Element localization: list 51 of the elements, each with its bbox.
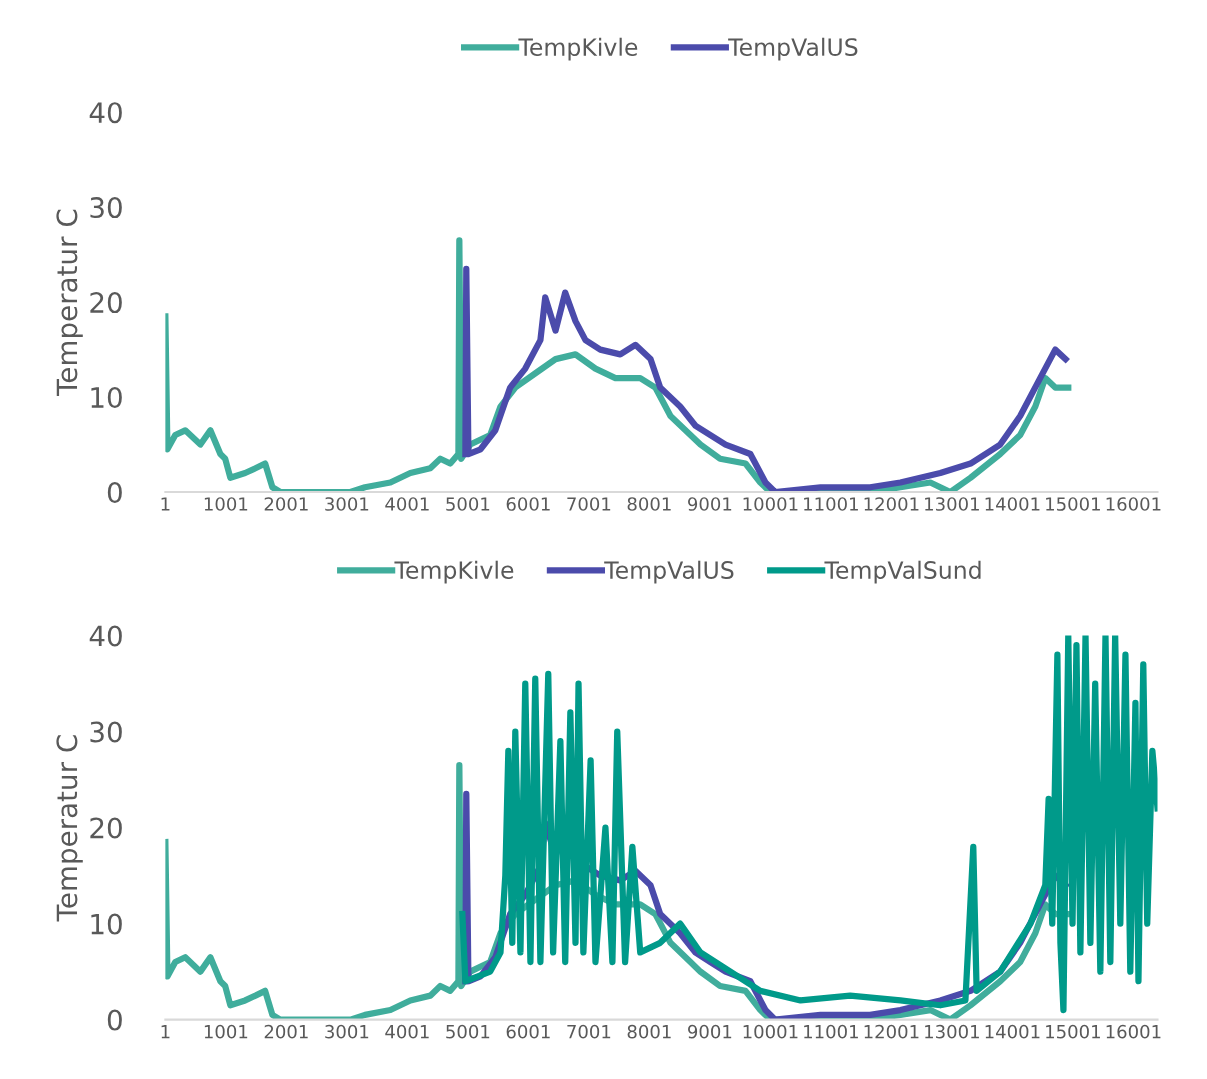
- y-tick-label: 20: [90, 817, 122, 839]
- x-tick-label: 15001: [1046, 1024, 1100, 1039]
- legend-label: TempKivle: [394, 560, 514, 584]
- x-tick-label: 3001: [325, 1024, 369, 1039]
- x-tick-label: 11001: [804, 497, 858, 511]
- x-tick-label: 3001: [325, 497, 369, 511]
- y-tick-label: 20: [90, 292, 122, 314]
- x-tick-label: 8001: [627, 1024, 671, 1039]
- x-tick-label: 16001: [1106, 497, 1161, 511]
- x-tick-label: 1001: [204, 497, 248, 511]
- x-tick-label: 9001: [688, 1024, 732, 1039]
- y-tick-label: 30: [90, 197, 122, 219]
- x-tick-label: 9001: [688, 497, 732, 511]
- x-tick-label: 14001: [985, 497, 1040, 511]
- x-tick-label: 12001: [864, 497, 919, 511]
- y-tick-label: 30: [90, 721, 122, 743]
- x-tick-label: 4001: [385, 1024, 429, 1039]
- x-tick-label: 10001: [743, 497, 798, 511]
- x-tick-label: 1: [161, 1025, 170, 1039]
- x-tick-label: 13001: [925, 1024, 979, 1039]
- y-tick-label: 0: [107, 1009, 122, 1031]
- legend-label: TempValUS: [604, 560, 734, 584]
- x-tick-label: 2001: [264, 497, 308, 511]
- x-tick-label: 10001: [743, 1024, 798, 1039]
- x-tick-label: 11001: [804, 1024, 858, 1039]
- x-tick-label: 14001: [985, 1024, 1040, 1039]
- x-tick-label: 5001: [446, 1024, 490, 1039]
- y-tick-label: 10: [91, 913, 122, 935]
- x-tick-label: 4001: [385, 497, 429, 511]
- x-tick-label: 8001: [627, 497, 671, 511]
- legend-label: TempValUS: [728, 37, 858, 61]
- x-tick-label: 7001: [567, 497, 611, 511]
- y-tick-label: 0: [107, 481, 122, 503]
- x-tick-label: 12001: [864, 1024, 919, 1039]
- x-tick-label: 16001: [1106, 1024, 1161, 1039]
- x-tick-label: 6001: [506, 497, 550, 511]
- x-tick-label: 13001: [925, 497, 979, 511]
- y-axis-title: Temperatur C: [56, 209, 83, 397]
- y-tick-label: 40: [89, 102, 122, 124]
- y-tick-label: 40: [89, 625, 122, 647]
- y-axis-title: Temperatur C: [56, 735, 83, 922]
- legend-label: TempValSund: [824, 560, 981, 584]
- x-tick-label: 2001: [264, 1024, 308, 1039]
- x-tick-label: 6001: [506, 1024, 550, 1039]
- y-tick-label: 10: [91, 387, 122, 409]
- legend-label: TempKivle: [518, 37, 638, 61]
- x-tick-label: 15001: [1046, 497, 1100, 511]
- x-tick-label: 1001: [204, 1024, 248, 1039]
- x-tick-label: 1: [161, 497, 170, 511]
- x-tick-label: 7001: [567, 1024, 611, 1039]
- x-tick-label: 5001: [446, 497, 490, 511]
